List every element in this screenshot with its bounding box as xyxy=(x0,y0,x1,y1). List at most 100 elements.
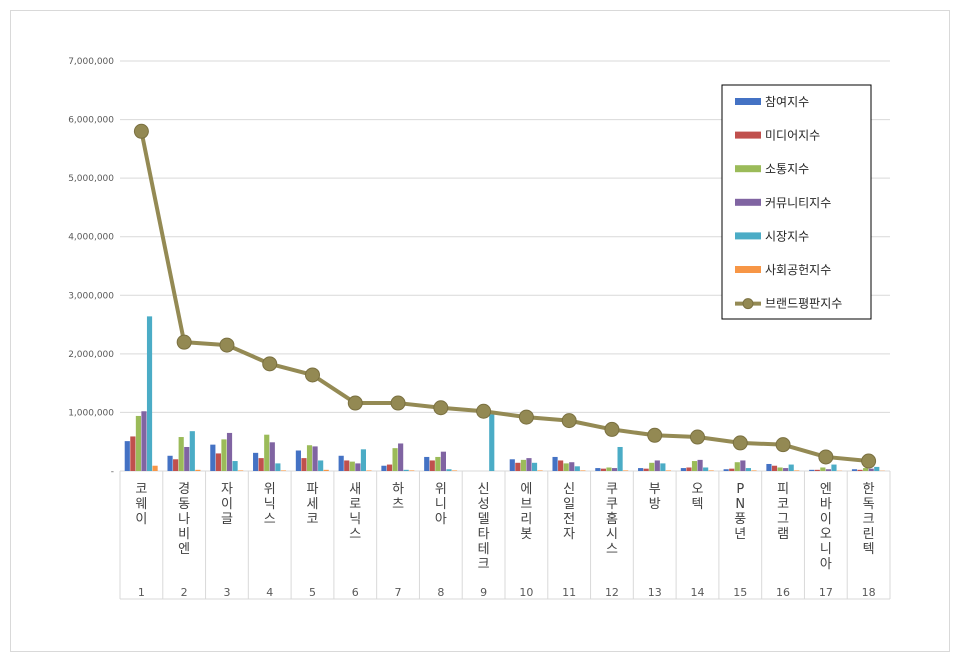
bar-참여지수 xyxy=(680,468,686,471)
bar-소통지수 xyxy=(306,445,313,471)
bar-미디어지수 xyxy=(686,467,692,471)
bar-시장지수 xyxy=(574,466,580,471)
rank-label: 2 xyxy=(181,586,188,599)
bar-미디어지수 xyxy=(857,469,863,471)
bar-소통지수 xyxy=(435,456,441,471)
y-tick-label: 5,000,000 xyxy=(68,174,114,184)
bar-커뮤니티지수 xyxy=(440,451,446,471)
bar-사회공헌지수 xyxy=(195,469,201,471)
bar-참여지수 xyxy=(851,469,858,471)
line-point xyxy=(133,123,149,139)
line-point xyxy=(561,413,577,429)
bar-소통지수 xyxy=(863,468,869,471)
y-tick-label: 7,000,000 xyxy=(68,57,114,67)
bars xyxy=(124,316,885,471)
rank-label: 1 xyxy=(138,586,145,599)
bar-소통지수 xyxy=(520,459,526,471)
bar-미디어지수 xyxy=(301,458,307,471)
bar-소통지수 xyxy=(349,461,355,471)
bar-시장지수 xyxy=(874,466,880,471)
bar-미디어지수 xyxy=(558,460,564,471)
bar-시장지수 xyxy=(146,316,153,471)
line-point xyxy=(219,337,235,353)
rank-label: 13 xyxy=(648,586,662,599)
legend-swatch xyxy=(735,266,761,273)
rank-label: 3 xyxy=(223,586,230,599)
legend-label: 참여지수 xyxy=(765,95,809,109)
y-tick-label: 4,000,000 xyxy=(68,233,114,243)
x-axis-categories: 코 웨 이 1 경 동 나 비 엔 2 자 이 글 3 위 닉 스 4 파 세 코 5 새 로 닉 스 6 하 츠 7 위 니 아 8 신 성 델 타 테 크… xyxy=(119,471,891,600)
bar-참여지수 xyxy=(338,455,344,471)
bar-참여지수 xyxy=(595,468,601,471)
y-tick-label: 2,000,000 xyxy=(68,350,114,360)
bar-커뮤니티지수 xyxy=(398,443,404,471)
bar-시장지수 xyxy=(489,414,495,471)
rank-label: 6 xyxy=(352,586,359,599)
rank-label: 16 xyxy=(776,586,790,599)
bar-사회공헌지수 xyxy=(665,470,672,471)
line-point xyxy=(690,429,705,445)
bar-미디어지수 xyxy=(729,468,735,471)
bar-커뮤니티지수 xyxy=(184,446,190,471)
bar-참여지수 xyxy=(424,456,430,471)
rank-label: 10 xyxy=(519,586,533,599)
legend-line-marker xyxy=(742,298,754,310)
bar-시장지수 xyxy=(788,464,794,471)
line-point xyxy=(347,395,363,411)
bar-시장지수 xyxy=(660,463,666,471)
line-point xyxy=(518,409,534,425)
bar-사회공헌지수 xyxy=(623,470,629,471)
bar-시장지수 xyxy=(232,461,238,471)
bar-소통지수 xyxy=(264,434,270,471)
legend-swatch xyxy=(735,165,761,173)
bar-커뮤니티지수 xyxy=(611,468,618,471)
chart-frame: - 1,000,000 2,000,000 3,000,000 4,000,000 5,0… xyxy=(10,10,950,652)
bar-커뮤니티지수 xyxy=(654,460,660,471)
bar-사회공헌지수 xyxy=(580,470,586,471)
bar-미디어지수 xyxy=(771,465,778,471)
bar-커뮤니티지수 xyxy=(269,442,275,471)
bar-사회공헌지수 xyxy=(751,470,757,471)
bar-미디어지수 xyxy=(515,462,521,471)
brand-reputation-chart: - 1,000,000 2,000,000 3,000,000 4,000,000 5,0… xyxy=(68,57,891,600)
bar-커뮤니티지수 xyxy=(697,459,703,471)
bar-커뮤니티지수 xyxy=(312,446,318,471)
rank-label: 8 xyxy=(437,586,444,599)
legend-swatch xyxy=(735,198,761,206)
line-point xyxy=(390,395,406,411)
bar-미디어지수 xyxy=(600,468,606,471)
legend-label: 브랜드평판지수 xyxy=(765,297,842,311)
bar-소통지수 xyxy=(135,415,141,471)
bar-미디어지수 xyxy=(173,459,179,471)
bar-참여지수 xyxy=(167,455,173,471)
legend-label: 소통지수 xyxy=(765,162,809,176)
bar-커뮤니티지수 xyxy=(740,460,746,471)
legend-swatch xyxy=(735,232,761,240)
bar-사회공헌지수 xyxy=(323,469,329,471)
line-point xyxy=(305,367,320,383)
rank-label: 12 xyxy=(605,586,619,599)
line-point xyxy=(176,334,192,350)
bar-소통지수 xyxy=(649,462,655,471)
bar-시장지수 xyxy=(275,463,281,471)
bar-소통지수 xyxy=(221,439,227,471)
bar-참여지수 xyxy=(766,463,772,471)
bar-커뮤니티지수 xyxy=(825,469,831,471)
bar-참여지수 xyxy=(723,469,729,471)
bar-참여지수 xyxy=(124,441,130,471)
rank-label: 14 xyxy=(691,586,705,599)
bar-시장지수 xyxy=(360,449,366,471)
line-point xyxy=(818,449,834,465)
bar-소통지수 xyxy=(392,448,398,471)
bar-미디어지수 xyxy=(130,436,136,471)
line-point xyxy=(433,400,449,416)
